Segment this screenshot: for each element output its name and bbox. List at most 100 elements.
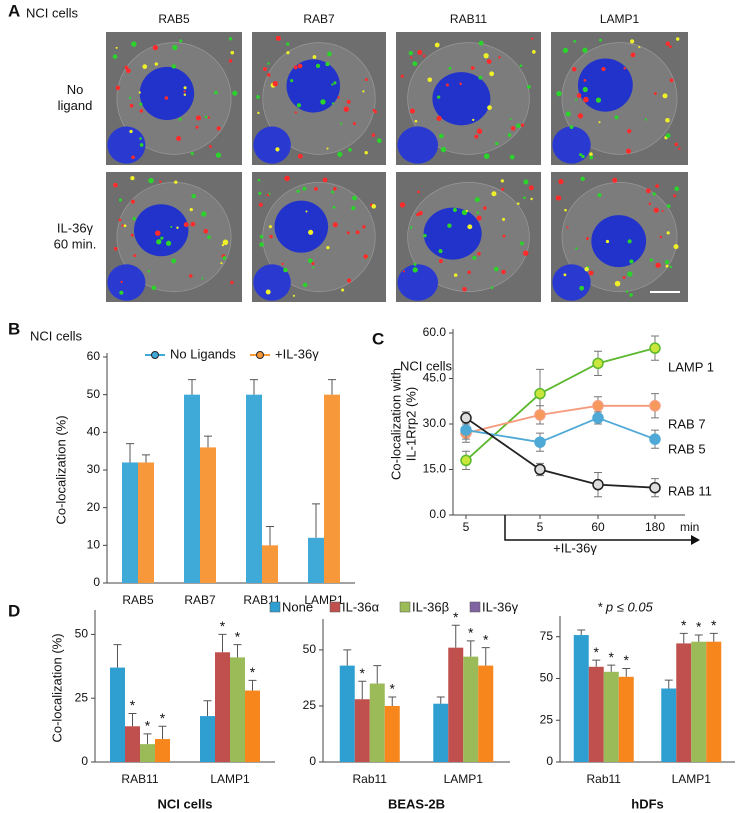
point	[649, 342, 661, 354]
puncta	[516, 202, 520, 205]
y-tick-label: 0	[309, 754, 316, 768]
x-axis-label: NCI cells	[158, 796, 213, 811]
puncta	[448, 66, 452, 70]
puncta	[228, 59, 233, 63]
x-tick-label: 5	[463, 520, 470, 534]
puncta	[346, 231, 350, 235]
puncta	[332, 222, 338, 228]
significance-marker: *	[130, 697, 136, 713]
puncta	[467, 270, 471, 274]
puncta	[408, 50, 413, 56]
point	[592, 357, 604, 370]
puncta	[528, 185, 534, 191]
puncta	[575, 247, 578, 250]
puncta	[569, 125, 574, 129]
puncta	[437, 95, 441, 99]
error-bar	[709, 632, 718, 642]
point	[592, 412, 604, 424]
puncta	[465, 209, 468, 213]
y-tick-label: 0	[81, 754, 88, 768]
puncta	[190, 151, 194, 156]
bar	[691, 641, 707, 762]
bar	[339, 665, 355, 762]
error-bar	[388, 696, 397, 706]
nucleus	[139, 66, 195, 121]
puncta	[326, 147, 329, 150]
x-tick-label: 180	[645, 520, 665, 534]
point	[534, 387, 546, 400]
puncta	[346, 99, 351, 104]
puncta	[400, 74, 404, 78]
x-tick-label: 5	[537, 520, 544, 534]
legend-label: +IL-36γ	[275, 346, 319, 361]
puncta	[230, 50, 235, 55]
puncta	[125, 68, 131, 74]
puncta	[372, 108, 376, 112]
puncta	[502, 234, 506, 238]
puncta	[325, 62, 330, 67]
puncta	[341, 288, 345, 292]
puncta	[132, 216, 136, 221]
y-tick-label: 15.0	[423, 462, 447, 476]
nucleus	[577, 58, 633, 112]
puncta	[477, 251, 481, 256]
puncta	[203, 228, 209, 234]
puncta	[174, 180, 178, 184]
chart-title: NCI cells	[400, 358, 453, 373]
puncta	[165, 240, 172, 246]
puncta	[410, 56, 413, 59]
puncta	[476, 128, 483, 135]
puncta	[555, 195, 561, 201]
puncta	[453, 273, 458, 277]
nucleus	[274, 200, 329, 253]
puncta	[147, 270, 150, 273]
y-tick-label: 30	[87, 462, 101, 476]
puncta	[148, 177, 154, 184]
puncta	[364, 151, 368, 155]
puncta	[343, 106, 350, 112]
puncta	[377, 138, 382, 144]
y-tick-label: 30.0	[423, 416, 447, 430]
x-tick-label: RAB7	[184, 593, 216, 607]
y-tick-label: 60.0	[423, 325, 447, 339]
puncta	[191, 193, 196, 199]
nucleus	[286, 59, 341, 113]
puncta	[268, 192, 271, 195]
puncta	[595, 97, 602, 103]
bar	[200, 447, 216, 583]
arrow-head	[691, 535, 700, 545]
puncta	[331, 190, 334, 194]
error-bar	[577, 629, 586, 636]
puncta	[216, 126, 221, 131]
puncta	[498, 56, 501, 59]
error-bar	[592, 659, 601, 667]
puncta	[582, 47, 588, 53]
puncta	[579, 153, 582, 157]
error-bar	[679, 632, 688, 644]
puncta	[630, 39, 635, 44]
puncta	[286, 42, 290, 46]
significance-marker: *	[160, 710, 166, 726]
puncta	[601, 66, 606, 72]
error-bar	[373, 665, 382, 684]
y-tick-label: 25	[75, 690, 89, 704]
series-label: LAMP 1	[668, 359, 714, 374]
bar	[230, 657, 245, 762]
panel-label: D	[8, 601, 20, 620]
y-tick-label: 0	[93, 575, 100, 589]
puncta	[412, 267, 418, 273]
puncta	[581, 154, 585, 159]
significance-marker: *	[696, 619, 702, 635]
puncta	[482, 206, 487, 210]
puncta	[472, 118, 475, 122]
puncta	[476, 215, 482, 221]
puncta	[562, 47, 569, 54]
nucleus	[397, 126, 439, 164]
significance-marker: *	[609, 649, 615, 665]
puncta	[112, 54, 118, 59]
puncta	[269, 234, 273, 239]
puncta	[156, 239, 162, 245]
error-bar	[126, 443, 134, 463]
puncta	[573, 39, 577, 43]
